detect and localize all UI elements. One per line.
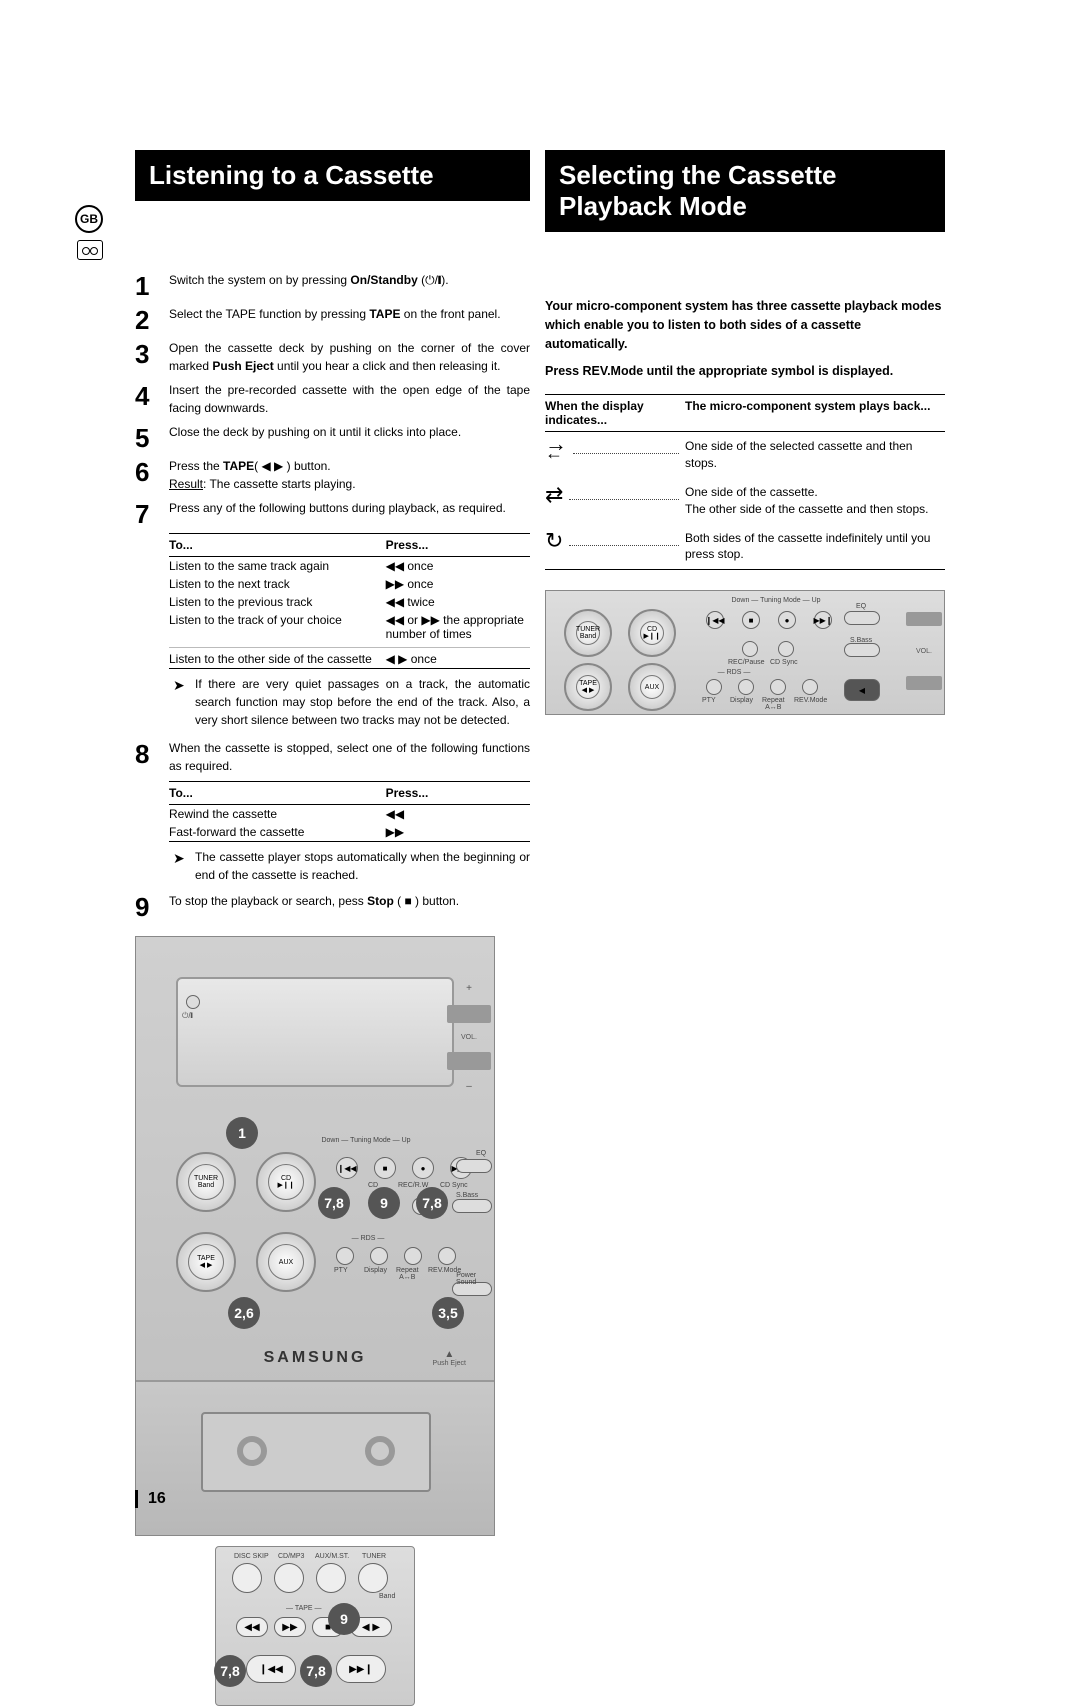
panel-b1: ❙◀◀ — [706, 611, 724, 629]
panel-rev — [802, 679, 818, 695]
panel-cd-knob: CD▶❙❙ — [628, 609, 676, 657]
panel-repeat — [770, 679, 786, 695]
step-num: 1 — [135, 271, 169, 299]
repeat-button — [404, 1247, 422, 1265]
recrw-button: ● — [412, 1157, 434, 1179]
mode-desc-3: Both sides of the cassette indefinitely … — [685, 530, 945, 564]
display-button — [370, 1247, 388, 1265]
remote-callout-78b: 7,8 — [300, 1655, 332, 1687]
push-eject-label: Push Eject — [433, 1349, 466, 1367]
step-2-body: Select the TAPE function by pressing TAP… — [169, 305, 530, 323]
callout-9: 9 — [368, 1187, 400, 1219]
step-4-body: Insert the pre-recorded cassette with th… — [169, 381, 530, 417]
callout-78a: 7,8 — [318, 1187, 350, 1219]
revmode-button — [438, 1247, 456, 1265]
panel-sbass — [844, 643, 880, 657]
panel-b2: ■ — [742, 611, 760, 629]
remote-next: ▶▶❙ — [336, 1655, 386, 1683]
callout-78b: 7,8 — [416, 1187, 448, 1219]
cd-knob: CD▶❙❙ — [256, 1152, 316, 1212]
remote-rew: ◀◀ — [236, 1617, 268, 1637]
step-5-body: Close the deck by pushing on it until it… — [169, 423, 530, 441]
step-7-body: Press any of the following buttons durin… — [169, 499, 530, 517]
panel-b4: ▶▶❙ — [814, 611, 832, 629]
stop-button: ■ — [374, 1157, 396, 1179]
right-intro: Your micro-component system has three ca… — [545, 297, 945, 380]
device-display — [176, 977, 454, 1087]
rds-label: — RDS — — [338, 1235, 398, 1242]
callout-26: 2,6 — [228, 1297, 260, 1329]
panel-pty — [706, 679, 722, 695]
panel-b3: ● — [778, 611, 796, 629]
note-step8: The cassette player stops automatically … — [195, 848, 530, 884]
step-num: 4 — [135, 381, 169, 409]
mode-sym-1: →← — [545, 438, 567, 458]
mode-sym-3: ↻ — [545, 530, 563, 552]
eq-button — [456, 1159, 492, 1173]
repeat-label: Repeat A↔B — [396, 1267, 419, 1281]
step-6-body: Press the TAPE( ◀ ▶ ) button.Result: The… — [169, 457, 530, 493]
remote-callout-78a: 7,8 — [214, 1655, 246, 1687]
panel-rev-highlight: ◀ — [844, 679, 880, 701]
device-front-photo: + VOL. – ⏻/❙ 1 Down — Tuning Mode — Up T… — [135, 936, 495, 1536]
panel-photo: Down — Tuning Mode — Up TUNERBand CD▶❙❙ … — [545, 590, 945, 715]
mode-desc-2: One side of the cassette. The other side… — [685, 484, 945, 518]
gb-badge: GB — [75, 205, 103, 233]
sbass-label: S.Bass — [456, 1192, 478, 1199]
tape-knob: TAPE◀ ▶ — [176, 1232, 236, 1292]
panel-volume: VOL. — [904, 601, 944, 701]
panel-display — [738, 679, 754, 695]
table-step7: To...Press... Listen to the same track a… — [169, 533, 530, 669]
remote-callout-9: 9 — [328, 1603, 360, 1635]
right-title: Selecting the CassettePlayback Mode — [545, 150, 945, 232]
tuning-label: Down — Tuning Mode — Up — [296, 1137, 436, 1144]
step-num: 2 — [135, 305, 169, 333]
mode-desc-1: One side of the selected cassette and th… — [685, 438, 945, 472]
aux-knob: AUX — [256, 1232, 316, 1292]
panel-aux-knob: AUX — [628, 663, 676, 711]
step-num: 9 — [135, 892, 169, 920]
step-num: 7 — [135, 499, 169, 527]
cassette-deck-door — [136, 1380, 494, 1535]
panel-tuner-knob: TUNERBand — [564, 609, 612, 657]
tuner-knob: TUNERBand — [176, 1152, 236, 1212]
step-num: 8 — [135, 739, 169, 767]
note-step7: If there are very quiet passages on a tr… — [195, 675, 530, 729]
page-number: 16 — [135, 1490, 166, 1508]
display-label: Display — [364, 1267, 387, 1274]
remote-ff: ▶▶ — [274, 1617, 306, 1637]
step-1-body: Switch the system on by pressing On/Stan… — [169, 271, 530, 289]
mode-sym-2: ⇄ — [545, 484, 563, 506]
step-num: 3 — [135, 339, 169, 367]
mode-table: When the display indicates... The micro-… — [545, 394, 945, 570]
panel-cdsync — [778, 641, 794, 657]
pty-label: PTY — [334, 1267, 348, 1274]
step-9-body: To stop the playback or search, pess Sto… — [169, 892, 530, 910]
panel-tuning-label: Down — Tuning Mode — Up — [706, 597, 846, 604]
left-title: Listening to a Cassette — [135, 150, 530, 201]
eq-label: EQ — [476, 1150, 486, 1157]
step-8-body: When the cassette is stopped, select one… — [169, 739, 530, 775]
sbass-button — [452, 1199, 492, 1213]
panel-eq — [844, 611, 880, 625]
callout-1: 1 — [226, 1117, 258, 1149]
table-step8: To...Press... Rewind the cassette◀◀ Fast… — [169, 781, 530, 842]
step-3-body: Open the cassette deck by pushing on the… — [169, 339, 530, 375]
cdsync-label: CD Sync — [440, 1182, 468, 1189]
step-num: 5 — [135, 423, 169, 451]
pty-button — [336, 1247, 354, 1265]
step-num: 6 — [135, 457, 169, 485]
volume-buttons: + VOL. – — [444, 977, 494, 1097]
cassette-icon — [77, 240, 103, 260]
callout-35: 3,5 — [432, 1297, 464, 1329]
power-sound-label: Power Sound — [456, 1272, 476, 1286]
panel-recpause — [742, 641, 758, 657]
power-label: ⏻/❙ — [182, 1011, 193, 1021]
remote-prev: ❙◀◀ — [246, 1655, 296, 1683]
panel-tape-knob: TAPE◀ ▶ — [564, 663, 612, 711]
remote-photo: DISC SKIP CD/MP3 AUX/M.ST. TUNER Band — … — [215, 1546, 415, 1706]
rew-button: ❙◀◀ — [336, 1157, 358, 1179]
